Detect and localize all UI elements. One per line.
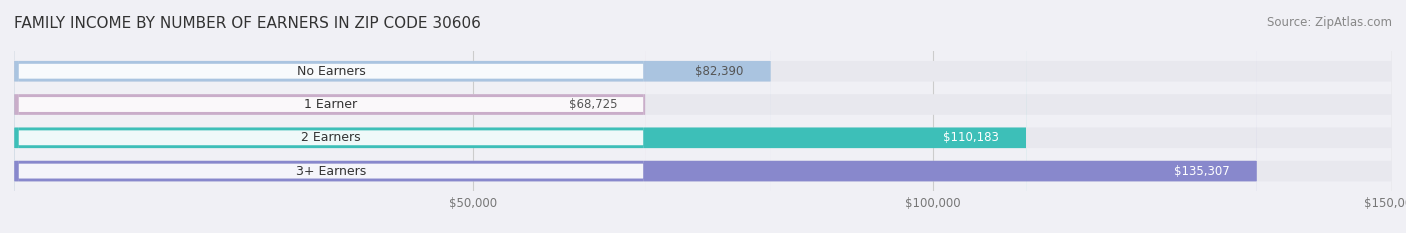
FancyBboxPatch shape (18, 0, 644, 233)
Text: Source: ZipAtlas.com: Source: ZipAtlas.com (1267, 16, 1392, 29)
Text: 2 Earners: 2 Earners (301, 131, 361, 144)
FancyBboxPatch shape (14, 0, 770, 233)
FancyBboxPatch shape (14, 0, 1026, 233)
FancyBboxPatch shape (14, 0, 1392, 233)
FancyBboxPatch shape (18, 0, 644, 233)
Text: No Earners: No Earners (297, 65, 366, 78)
FancyBboxPatch shape (14, 0, 1392, 233)
FancyBboxPatch shape (14, 0, 645, 233)
FancyBboxPatch shape (14, 0, 1392, 233)
FancyBboxPatch shape (18, 0, 644, 233)
Text: FAMILY INCOME BY NUMBER OF EARNERS IN ZIP CODE 30606: FAMILY INCOME BY NUMBER OF EARNERS IN ZI… (14, 16, 481, 31)
Text: $68,725: $68,725 (569, 98, 617, 111)
FancyBboxPatch shape (18, 0, 644, 233)
FancyBboxPatch shape (14, 0, 1257, 233)
Text: 3+ Earners: 3+ Earners (295, 164, 366, 178)
Text: 1 Earner: 1 Earner (305, 98, 357, 111)
Text: $82,390: $82,390 (695, 65, 744, 78)
Text: $135,307: $135,307 (1174, 164, 1229, 178)
Text: $110,183: $110,183 (943, 131, 998, 144)
FancyBboxPatch shape (14, 0, 1392, 233)
